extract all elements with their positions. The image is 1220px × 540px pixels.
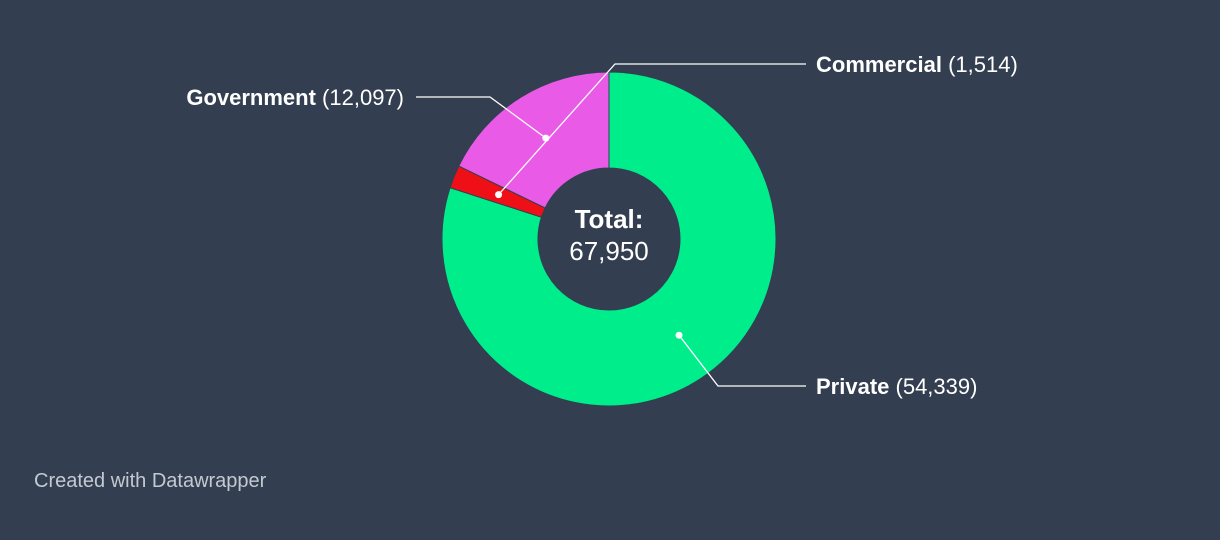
leader-line-government [416,96,547,139]
center-total-title: Total: [575,204,644,234]
leader-lines [416,63,806,387]
slice-government [458,71,610,209]
slice-label-name: Government [186,85,316,110]
slice-label-value: (12,097) [316,85,404,110]
footer-credit: Created with Datawrapper [34,470,267,492]
leader-dot-private [675,331,683,339]
center-total-value: 67,950 [569,236,649,266]
leader-dot-commercial [495,191,503,199]
leader-dot-government [542,134,550,142]
leader-line-commercial [498,63,806,196]
slice-label-value: (54,339) [889,374,977,399]
slice-private [441,71,777,407]
slice-label-name: Commercial [816,52,942,77]
slice-label-private: Private (54,339) [816,374,977,399]
leader-line-private [678,334,806,387]
slice-label-government: Government (12,097) [186,85,404,110]
slice-labels: Private (54,339) Commercial (1,514) Govern… [186,52,1017,399]
slice-label-name: Private [816,374,889,399]
slice-label-commercial: Commercial (1,514) [816,52,1018,77]
slice-label-value: (1,514) [942,52,1018,77]
